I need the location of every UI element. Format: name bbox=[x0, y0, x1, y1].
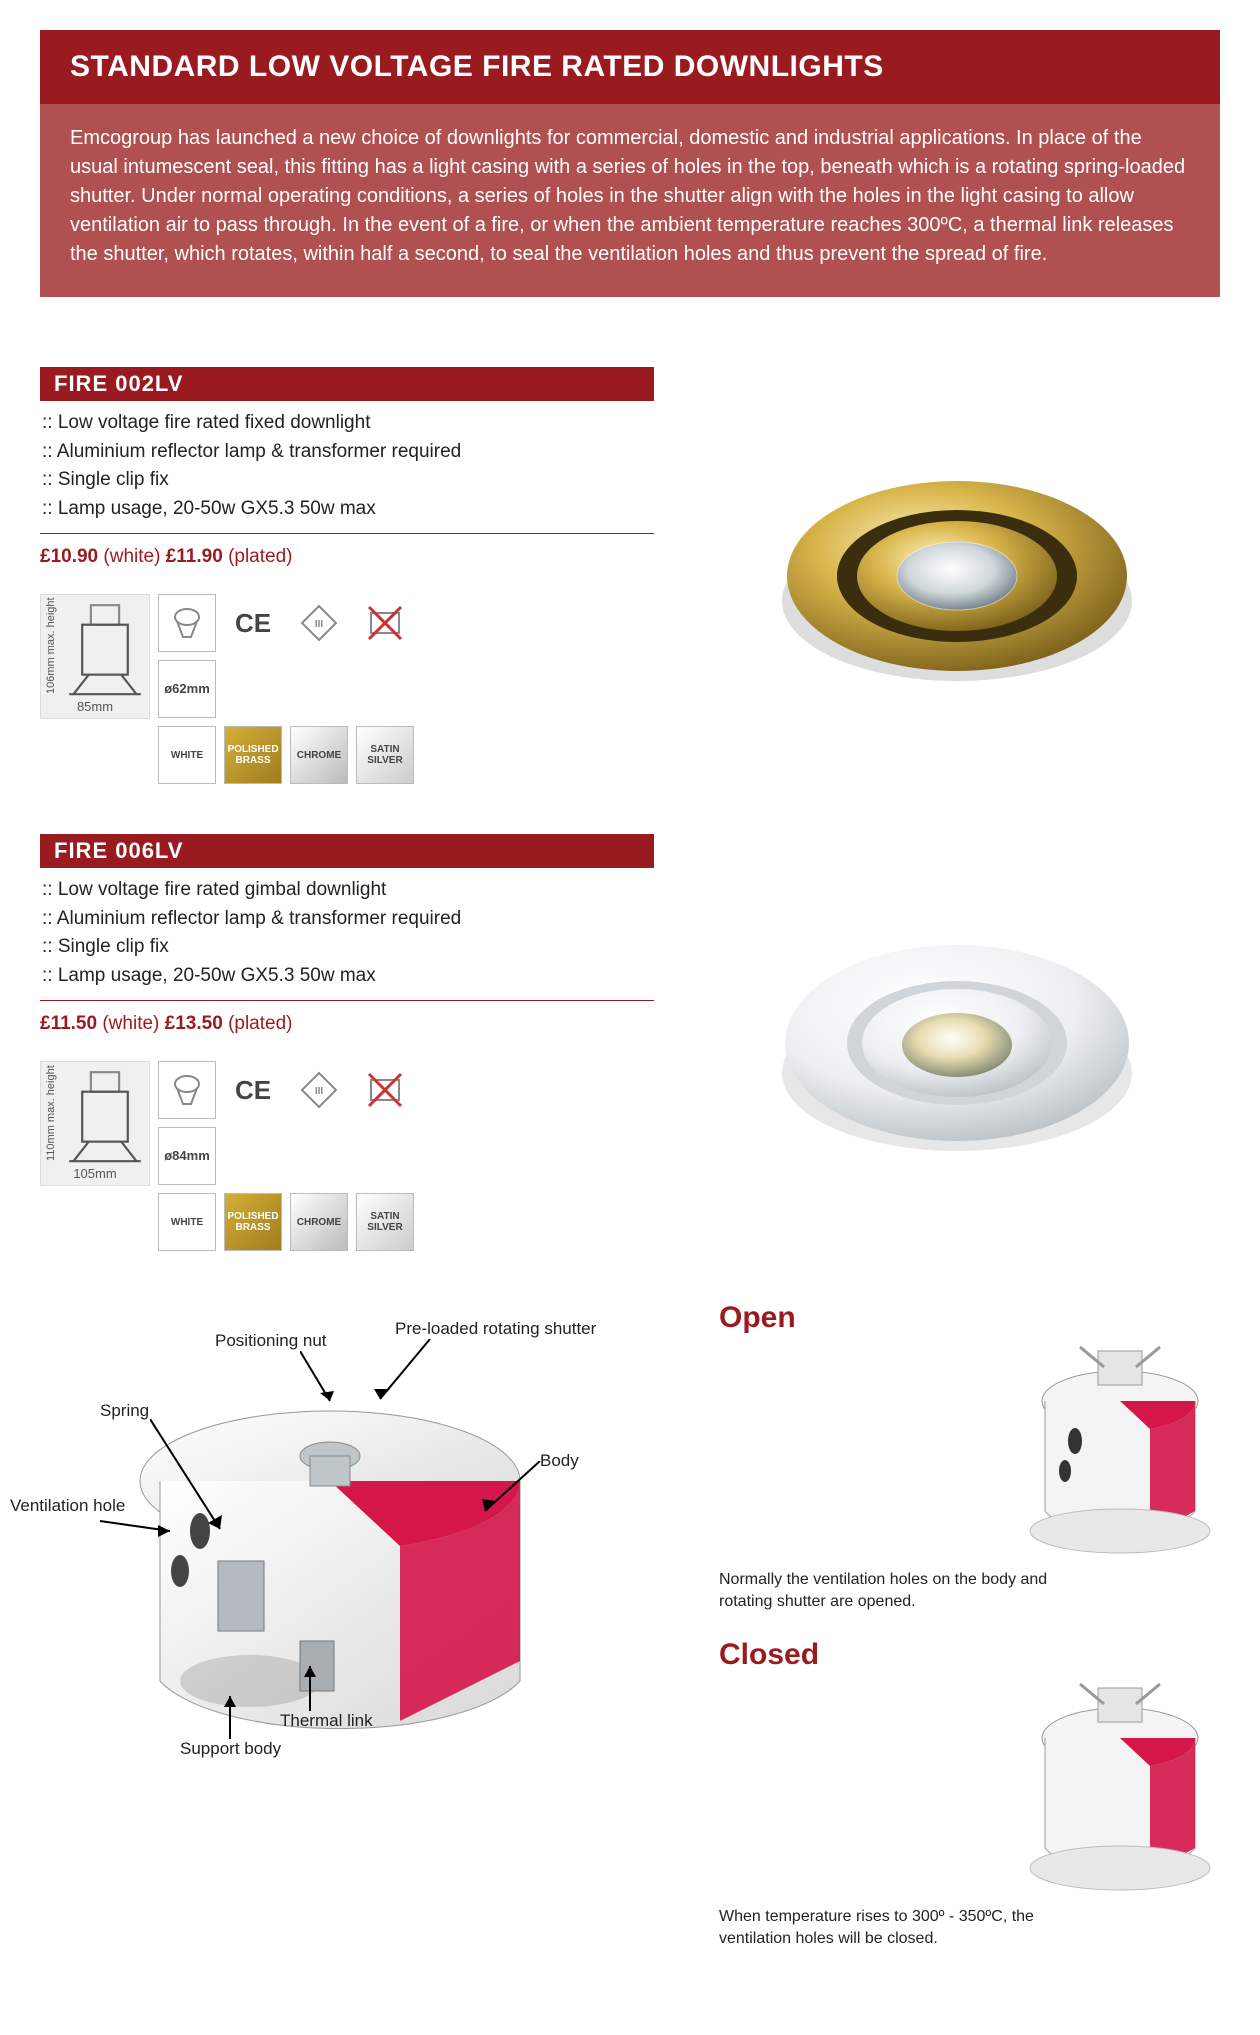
finish-chrome: CHROME bbox=[290, 726, 348, 784]
dimension-diagram: 110mm max. height 105mm bbox=[40, 1061, 150, 1186]
bullet: Aluminium reflector lamp & transformer r… bbox=[42, 438, 652, 467]
arrow-icon bbox=[300, 1661, 340, 1711]
finish-brass: POLISHED BRASS bbox=[224, 726, 282, 784]
downlight-outline-icon bbox=[67, 603, 143, 701]
label-shutter: Pre-loaded rotating shutter bbox=[395, 1319, 596, 1339]
price-white-label: (white) bbox=[103, 546, 160, 567]
product-code: FIRE 006LV bbox=[40, 834, 654, 868]
price-white: £10.90 bbox=[40, 546, 98, 567]
no-cover-icon bbox=[356, 1061, 414, 1119]
spec-icons: 106mm max. height 85mm bbox=[40, 594, 654, 784]
label-support: Support body bbox=[180, 1739, 281, 1759]
finish-brass: POLISHED BRASS bbox=[224, 1193, 282, 1251]
price-white: £11.50 bbox=[40, 1013, 97, 1034]
max-height-label: 110mm max. height bbox=[45, 1072, 57, 1161]
cutout-width: 105mm bbox=[41, 1166, 149, 1181]
price-plated-label: (plated) bbox=[228, 1013, 292, 1034]
state-desc: Normally the ventilation holes on the bo… bbox=[719, 1569, 1099, 1614]
dimension-diagram: 106mm max. height 85mm bbox=[40, 594, 150, 719]
downlight-outline-icon bbox=[67, 1070, 143, 1168]
state-title: Closed bbox=[719, 1638, 1220, 1672]
spec-icons: 110mm max. height 105mm bbox=[40, 1061, 654, 1251]
finish-white: WHITE bbox=[158, 726, 216, 784]
svg-text:III: III bbox=[315, 1086, 324, 1097]
label-thermal: Thermal link bbox=[280, 1711, 373, 1731]
label-nut: Positioning nut bbox=[215, 1331, 327, 1351]
label-vent: Ventilation hole bbox=[10, 1496, 100, 1516]
product-bullets: Low voltage fire rated gimbal downlight … bbox=[40, 868, 654, 1000]
price-row: £11.50 (white) £13.50 (plated) bbox=[40, 1000, 654, 1039]
product-block: FIRE 006LV Low voltage fire rated gimbal… bbox=[40, 834, 1220, 1251]
product-image-white bbox=[777, 913, 1137, 1173]
price-plated: £11.90 bbox=[166, 546, 223, 567]
intro-text: Emcogroup has launched a new choice of d… bbox=[40, 104, 1220, 297]
diameter-label: ø84mm bbox=[158, 1127, 216, 1185]
arrow-icon bbox=[480, 1461, 550, 1521]
page-title: STANDARD LOW VOLTAGE FIRE RATED DOWNLIGH… bbox=[40, 30, 1220, 104]
diameter-label: ø62mm bbox=[158, 660, 216, 718]
price-white-label: (white) bbox=[102, 1013, 159, 1034]
finish-chrome: CHROME bbox=[290, 1193, 348, 1251]
price-plated-label: (plated) bbox=[228, 546, 292, 567]
bullet: Low voltage fire rated fixed downlight bbox=[42, 409, 652, 438]
product-image-brass bbox=[777, 446, 1137, 706]
lamp-icon bbox=[158, 1061, 216, 1119]
finish-white: WHITE bbox=[158, 1193, 216, 1251]
bullet: Low voltage fire rated gimbal downlight bbox=[42, 876, 652, 905]
bullet: Lamp usage, 20-50w GX5.3 50w max bbox=[42, 495, 652, 524]
bullet: Single clip fix bbox=[42, 466, 652, 495]
state-closed-svg bbox=[1020, 1678, 1220, 1898]
class-diamond-icon: III bbox=[290, 594, 348, 652]
product-block: FIRE 002LV Low voltage fire rated fixed … bbox=[40, 367, 1220, 784]
finish-silver: SATIN SILVER bbox=[356, 1193, 414, 1251]
arrow-icon bbox=[100, 1511, 180, 1551]
cutout-width: 85mm bbox=[41, 699, 149, 714]
arrow-icon bbox=[300, 1351, 350, 1411]
ce-mark-icon: CE bbox=[224, 594, 282, 652]
state-desc: When temperature rises to 300º - 350ºC, … bbox=[719, 1906, 1099, 1951]
product-bullets: Low voltage fire rated fixed downlight A… bbox=[40, 401, 654, 533]
svg-text:III: III bbox=[315, 619, 324, 630]
lamp-icon bbox=[158, 594, 216, 652]
cutaway-diagram: Pre-loaded rotating shutter Positioning … bbox=[40, 1301, 689, 1761]
product-code: FIRE 002LV bbox=[40, 367, 654, 401]
price-row: £10.90 (white) £11.90 (plated) bbox=[40, 533, 654, 572]
bullet: Aluminium reflector lamp & transformer r… bbox=[42, 905, 652, 934]
label-spring: Spring bbox=[100, 1401, 149, 1421]
max-height-label: 106mm max. height bbox=[45, 605, 57, 694]
price-plated: £13.50 bbox=[165, 1013, 223, 1034]
ce-mark-icon: CE bbox=[224, 1061, 282, 1119]
arrow-icon bbox=[220, 1691, 260, 1741]
class-diamond-icon: III bbox=[290, 1061, 348, 1119]
finish-silver: SATIN SILVER bbox=[356, 726, 414, 784]
bullet: Lamp usage, 20-50w GX5.3 50w max bbox=[42, 962, 652, 991]
state-title: Open bbox=[719, 1301, 1220, 1335]
state-open: Open bbox=[719, 1301, 1220, 1614]
state-open-svg bbox=[1020, 1341, 1220, 1561]
no-cover-icon bbox=[356, 594, 414, 652]
arrow-icon bbox=[370, 1339, 440, 1409]
state-closed: Closed bbox=[719, 1638, 1220, 1951]
bullet: Single clip fix bbox=[42, 933, 652, 962]
